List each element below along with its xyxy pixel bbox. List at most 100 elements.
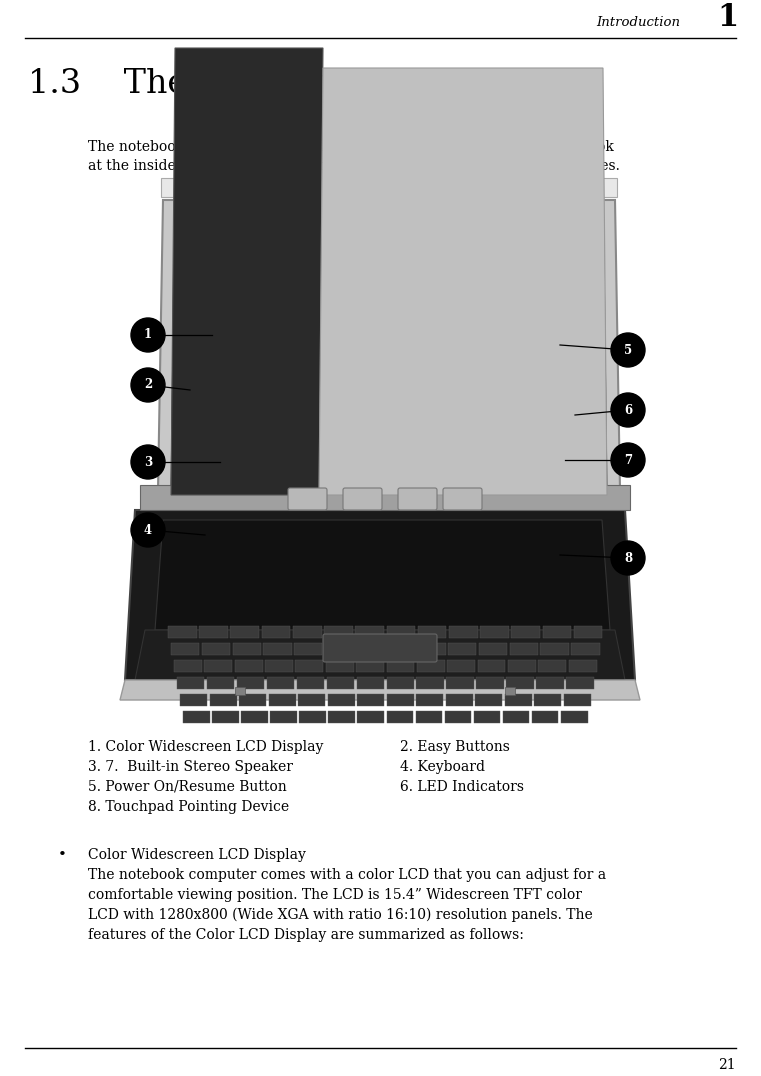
- Bar: [270, 711, 297, 723]
- Bar: [574, 626, 603, 638]
- Bar: [417, 643, 446, 655]
- Bar: [473, 711, 500, 723]
- Circle shape: [131, 368, 165, 402]
- Bar: [267, 677, 295, 689]
- Bar: [416, 711, 442, 723]
- Text: 6. LED Indicators: 6. LED Indicators: [400, 780, 524, 794]
- Polygon shape: [158, 200, 620, 490]
- Bar: [295, 660, 323, 672]
- Bar: [387, 711, 413, 723]
- Polygon shape: [319, 68, 607, 495]
- Text: 4. Keyboard: 4. Keyboard: [400, 760, 485, 774]
- Bar: [537, 677, 564, 689]
- Bar: [449, 626, 478, 638]
- Polygon shape: [161, 178, 617, 197]
- Bar: [387, 643, 415, 655]
- Text: 4: 4: [144, 524, 152, 537]
- Text: 5. Power On/Resume Button: 5. Power On/Resume Button: [88, 780, 287, 794]
- Bar: [444, 711, 471, 723]
- Circle shape: [611, 332, 645, 367]
- Bar: [561, 711, 587, 723]
- Polygon shape: [171, 178, 607, 495]
- FancyBboxPatch shape: [443, 489, 482, 510]
- Text: 1. Color Widescreen LCD Display: 1. Color Widescreen LCD Display: [88, 740, 323, 754]
- Text: 3. 7.  Built-in Stereo Speaker: 3. 7. Built-in Stereo Speaker: [88, 760, 293, 774]
- Polygon shape: [120, 680, 640, 700]
- Bar: [418, 626, 447, 638]
- Text: 8. Touchpad Pointing Device: 8. Touchpad Pointing Device: [88, 799, 289, 815]
- Bar: [478, 660, 505, 672]
- FancyBboxPatch shape: [323, 634, 437, 662]
- Bar: [237, 677, 264, 689]
- Bar: [387, 694, 413, 706]
- Bar: [233, 643, 261, 655]
- Text: 7: 7: [624, 453, 632, 467]
- Circle shape: [131, 318, 165, 352]
- Bar: [534, 694, 561, 706]
- Bar: [511, 626, 540, 638]
- Polygon shape: [316, 178, 607, 495]
- Text: •: •: [58, 848, 66, 862]
- Bar: [543, 626, 572, 638]
- Bar: [568, 660, 597, 672]
- Text: The notebook computer is compact with features on every side. First, look: The notebook computer is compact with fe…: [88, 140, 614, 154]
- Bar: [212, 711, 239, 723]
- Text: 1: 1: [717, 2, 738, 33]
- Circle shape: [611, 393, 645, 427]
- Bar: [505, 694, 531, 706]
- Bar: [417, 660, 444, 672]
- Bar: [207, 677, 234, 689]
- Bar: [262, 626, 291, 638]
- Text: comfortable viewing position. The LCD is 15.4” Widescreen TFT color: comfortable viewing position. The LCD is…: [88, 888, 582, 902]
- Bar: [538, 660, 566, 672]
- Bar: [506, 677, 533, 689]
- Bar: [202, 643, 230, 655]
- Bar: [387, 660, 414, 672]
- Bar: [269, 694, 295, 706]
- Bar: [299, 711, 326, 723]
- Bar: [356, 660, 384, 672]
- Bar: [416, 677, 444, 689]
- Text: 1: 1: [144, 328, 152, 341]
- Bar: [355, 643, 384, 655]
- Polygon shape: [155, 520, 610, 631]
- Bar: [479, 643, 507, 655]
- Text: 21: 21: [718, 1058, 736, 1072]
- Bar: [357, 677, 384, 689]
- Bar: [171, 643, 199, 655]
- Bar: [263, 643, 291, 655]
- Bar: [387, 677, 414, 689]
- Bar: [239, 694, 266, 706]
- Bar: [295, 643, 323, 655]
- Text: 8: 8: [624, 552, 632, 565]
- Polygon shape: [171, 48, 323, 495]
- Text: at the inside of the system. The following sections describe inside features.: at the inside of the system. The followi…: [88, 159, 620, 173]
- Text: 2. Easy Buttons: 2. Easy Buttons: [400, 740, 510, 754]
- Bar: [508, 660, 536, 672]
- FancyBboxPatch shape: [288, 489, 327, 510]
- Bar: [445, 694, 473, 706]
- Text: 6: 6: [624, 404, 632, 416]
- Bar: [326, 677, 354, 689]
- Bar: [563, 694, 591, 706]
- Bar: [235, 686, 245, 695]
- Bar: [177, 677, 205, 689]
- Bar: [572, 643, 600, 655]
- Bar: [475, 694, 502, 706]
- Bar: [357, 694, 384, 706]
- Bar: [447, 660, 475, 672]
- Bar: [503, 711, 530, 723]
- Text: The notebook computer comes with a color LCD that you can adjust for a: The notebook computer comes with a color…: [88, 868, 606, 882]
- FancyBboxPatch shape: [398, 489, 437, 510]
- Text: 5: 5: [624, 343, 632, 356]
- Text: 1.3    The Inside of the Notebook: 1.3 The Inside of the Notebook: [28, 68, 584, 100]
- Circle shape: [131, 513, 165, 547]
- Bar: [566, 677, 594, 689]
- Bar: [205, 660, 232, 672]
- Bar: [180, 694, 207, 706]
- Bar: [140, 485, 630, 510]
- Bar: [358, 711, 384, 723]
- Bar: [505, 686, 515, 695]
- Bar: [448, 643, 476, 655]
- Bar: [532, 711, 559, 723]
